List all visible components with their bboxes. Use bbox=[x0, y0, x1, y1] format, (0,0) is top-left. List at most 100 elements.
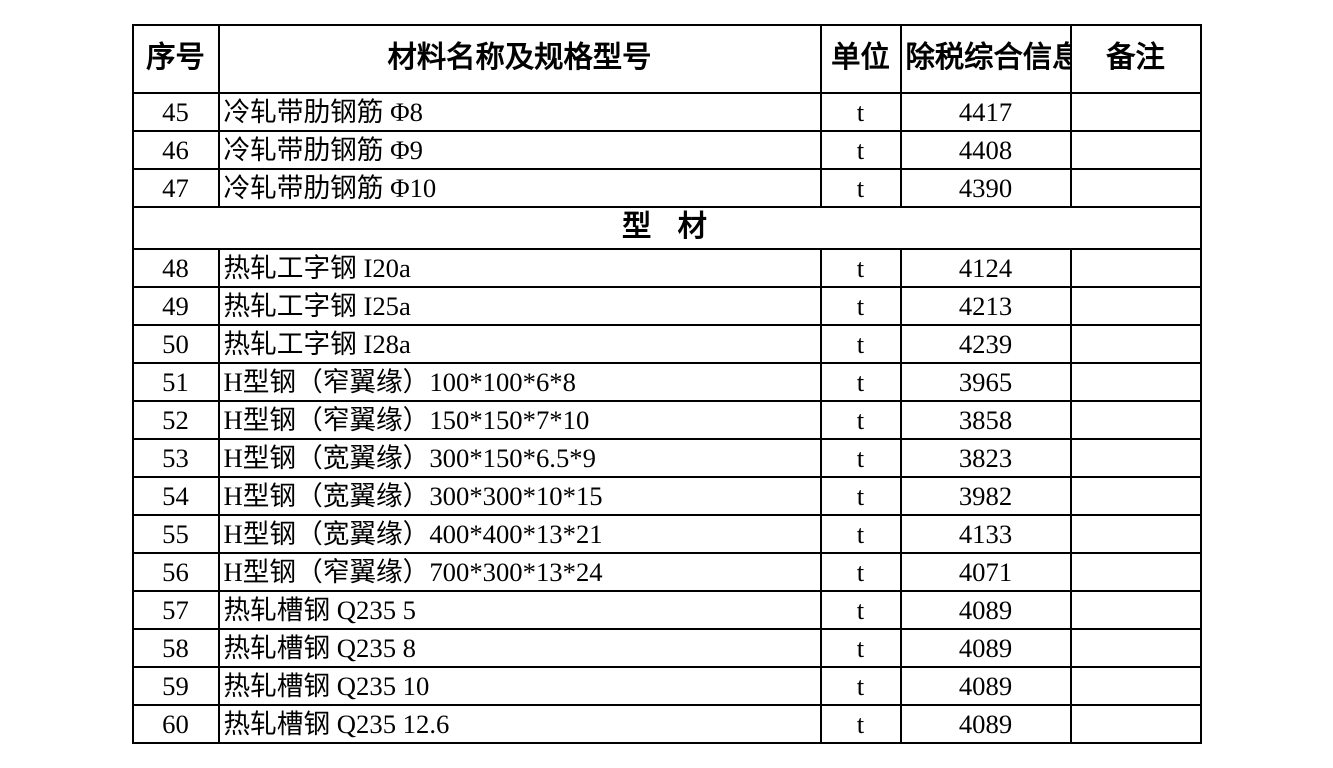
cell-unit: t bbox=[821, 249, 901, 287]
cell-seq: 53 bbox=[133, 439, 219, 477]
cell-name: 冷轧带肋钢筋 Φ9 bbox=[219, 131, 821, 169]
cell-name: 热轧槽钢 Q235 10 bbox=[219, 667, 821, 705]
col-header-unit: 单位 bbox=[821, 25, 901, 93]
table-row: 54H型钢（宽翼缘）300*300*10*15t3982 bbox=[133, 477, 1201, 515]
cell-price: 4133 bbox=[901, 515, 1071, 553]
cell-remark bbox=[1071, 705, 1201, 743]
table-row: 53H型钢（宽翼缘）300*150*6.5*9t3823 bbox=[133, 439, 1201, 477]
cell-name: 热轧工字钢 I28a bbox=[219, 325, 821, 363]
cell-name: H型钢（窄翼缘）150*150*7*10 bbox=[219, 401, 821, 439]
cell-remark bbox=[1071, 287, 1201, 325]
cell-remark bbox=[1071, 591, 1201, 629]
cell-name: 热轧槽钢 Q235 8 bbox=[219, 629, 821, 667]
cell-remark bbox=[1071, 477, 1201, 515]
cell-remark bbox=[1071, 553, 1201, 591]
cell-seq: 46 bbox=[133, 131, 219, 169]
cell-name: 热轧槽钢 Q235 5 bbox=[219, 591, 821, 629]
cell-unit: t bbox=[821, 325, 901, 363]
table-head: 序号材料名称及规格型号单位除税综合信息价备注 bbox=[133, 25, 1201, 93]
cell-unit: t bbox=[821, 93, 901, 131]
cell-seq: 52 bbox=[133, 401, 219, 439]
cell-seq: 49 bbox=[133, 287, 219, 325]
cell-price: 4071 bbox=[901, 553, 1071, 591]
cell-price: 4089 bbox=[901, 591, 1071, 629]
cell-unit: t bbox=[821, 401, 901, 439]
cell-price: 3982 bbox=[901, 477, 1071, 515]
cell-name: H型钢（窄翼缘）100*100*6*8 bbox=[219, 363, 821, 401]
cell-remark bbox=[1071, 363, 1201, 401]
col-header-price: 除税综合信息价 bbox=[901, 25, 1071, 93]
cell-seq: 45 bbox=[133, 93, 219, 131]
cell-price: 4408 bbox=[901, 131, 1071, 169]
cell-remark bbox=[1071, 439, 1201, 477]
table-row: 47冷轧带肋钢筋 Φ10t4390 bbox=[133, 169, 1201, 207]
section-row: 型材 bbox=[133, 207, 1201, 249]
cell-unit: t bbox=[821, 439, 901, 477]
cell-remark bbox=[1071, 515, 1201, 553]
cell-seq: 47 bbox=[133, 169, 219, 207]
cell-price: 4089 bbox=[901, 667, 1071, 705]
cell-unit: t bbox=[821, 667, 901, 705]
table-row: 51H型钢（窄翼缘）100*100*6*8t3965 bbox=[133, 363, 1201, 401]
col-header-remark: 备注 bbox=[1071, 25, 1201, 93]
cell-price: 4089 bbox=[901, 629, 1071, 667]
cell-remark bbox=[1071, 325, 1201, 363]
cell-price: 4213 bbox=[901, 287, 1071, 325]
col-header-name: 材料名称及规格型号 bbox=[219, 25, 821, 93]
table-row: 52H型钢（窄翼缘）150*150*7*10t3858 bbox=[133, 401, 1201, 439]
cell-remark bbox=[1071, 629, 1201, 667]
table-row: 55H型钢（宽翼缘）400*400*13*21t4133 bbox=[133, 515, 1201, 553]
cell-remark bbox=[1071, 169, 1201, 207]
table-body: 45冷轧带肋钢筋 Φ8t441746冷轧带肋钢筋 Φ9t440847冷轧带肋钢筋… bbox=[133, 93, 1201, 743]
cell-name: 热轧工字钢 I20a bbox=[219, 249, 821, 287]
table-row: 46冷轧带肋钢筋 Φ9t4408 bbox=[133, 131, 1201, 169]
cell-seq: 55 bbox=[133, 515, 219, 553]
cell-name: 冷轧带肋钢筋 Φ10 bbox=[219, 169, 821, 207]
cell-seq: 48 bbox=[133, 249, 219, 287]
cell-seq: 57 bbox=[133, 591, 219, 629]
table-row: 50热轧工字钢 I28at4239 bbox=[133, 325, 1201, 363]
cell-price: 3858 bbox=[901, 401, 1071, 439]
cell-price: 4124 bbox=[901, 249, 1071, 287]
cell-name: H型钢（宽翼缘）300*150*6.5*9 bbox=[219, 439, 821, 477]
table-row: 56H型钢（窄翼缘）700*300*13*24t4071 bbox=[133, 553, 1201, 591]
cell-remark bbox=[1071, 401, 1201, 439]
table-row: 59热轧槽钢 Q235 10t4089 bbox=[133, 667, 1201, 705]
cell-price: 3823 bbox=[901, 439, 1071, 477]
cell-unit: t bbox=[821, 705, 901, 743]
cell-unit: t bbox=[821, 287, 901, 325]
cell-price: 3965 bbox=[901, 363, 1071, 401]
cell-unit: t bbox=[821, 131, 901, 169]
table-row: 57热轧槽钢 Q235 5t4089 bbox=[133, 591, 1201, 629]
table-row: 58热轧槽钢 Q235 8t4089 bbox=[133, 629, 1201, 667]
cell-unit: t bbox=[821, 515, 901, 553]
cell-price: 4390 bbox=[901, 169, 1071, 207]
table-row: 49热轧工字钢 I25at4213 bbox=[133, 287, 1201, 325]
cell-name: 热轧槽钢 Q235 12.6 bbox=[219, 705, 821, 743]
materials-price-table: 序号材料名称及规格型号单位除税综合信息价备注 45冷轧带肋钢筋 Φ8t44174… bbox=[132, 24, 1202, 744]
col-header-seq: 序号 bbox=[133, 25, 219, 93]
cell-name: 热轧工字钢 I25a bbox=[219, 287, 821, 325]
cell-price: 4089 bbox=[901, 705, 1071, 743]
table-row: 45冷轧带肋钢筋 Φ8t4417 bbox=[133, 93, 1201, 131]
cell-name: H型钢（宽翼缘）400*400*13*21 bbox=[219, 515, 821, 553]
table-row: 60热轧槽钢 Q235 12.6t4089 bbox=[133, 705, 1201, 743]
cell-seq: 54 bbox=[133, 477, 219, 515]
cell-remark bbox=[1071, 249, 1201, 287]
cell-unit: t bbox=[821, 553, 901, 591]
cell-unit: t bbox=[821, 169, 901, 207]
cell-remark bbox=[1071, 131, 1201, 169]
cell-seq: 51 bbox=[133, 363, 219, 401]
cell-price: 4239 bbox=[901, 325, 1071, 363]
cell-unit: t bbox=[821, 363, 901, 401]
section-title: 型材 bbox=[133, 207, 1201, 249]
cell-unit: t bbox=[821, 591, 901, 629]
cell-name: H型钢（窄翼缘）700*300*13*24 bbox=[219, 553, 821, 591]
cell-seq: 59 bbox=[133, 667, 219, 705]
cell-unit: t bbox=[821, 477, 901, 515]
cell-unit: t bbox=[821, 629, 901, 667]
cell-price: 4417 bbox=[901, 93, 1071, 131]
cell-seq: 50 bbox=[133, 325, 219, 363]
table-header-row: 序号材料名称及规格型号单位除税综合信息价备注 bbox=[133, 25, 1201, 93]
cell-remark bbox=[1071, 93, 1201, 131]
